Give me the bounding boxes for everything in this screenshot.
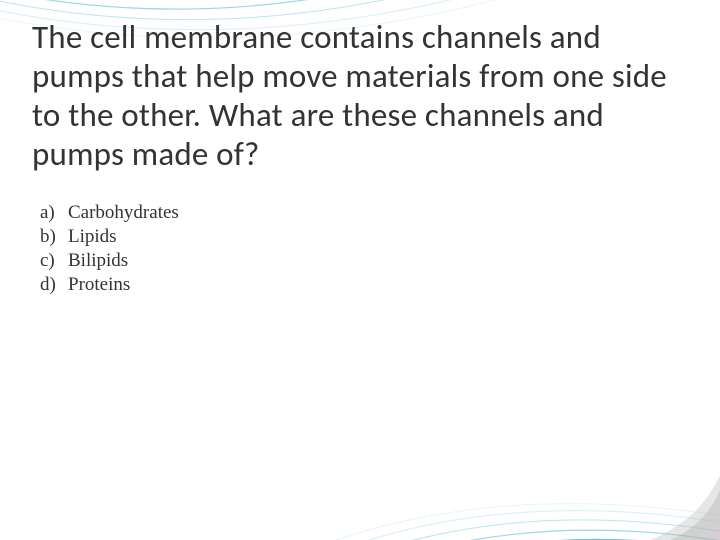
option-label: b) <box>40 226 68 248</box>
option-label: a) <box>40 202 68 224</box>
option-text: Lipids <box>68 226 117 248</box>
option-row: d) Proteins <box>40 274 688 296</box>
options-list: a) Carbohydrates b) Lipids c) Bilipids d… <box>32 202 688 296</box>
option-row: b) Lipids <box>40 226 688 248</box>
option-row: c) Bilipids <box>40 250 688 272</box>
question-text: The cell membrane contains channels and … <box>32 18 688 174</box>
option-row: a) Carbohydrates <box>40 202 688 224</box>
option-text: Proteins <box>68 274 130 296</box>
option-text: Bilipids <box>68 250 128 272</box>
option-text: Carbohydrates <box>68 202 179 224</box>
option-label: d) <box>40 274 68 296</box>
option-label: c) <box>40 250 68 272</box>
slide-content: The cell membrane contains channels and … <box>0 0 720 296</box>
